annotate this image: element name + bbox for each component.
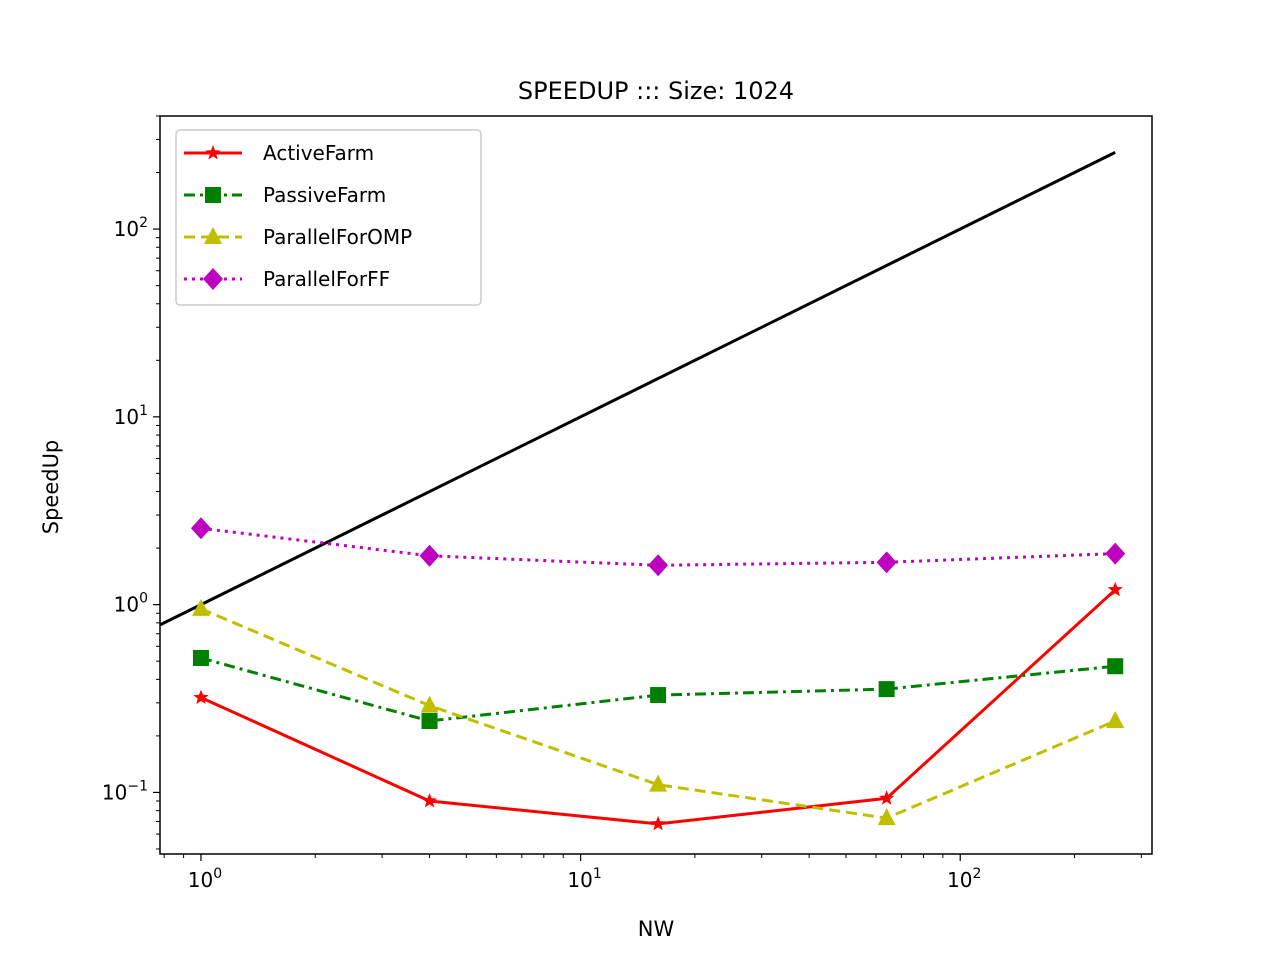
y-tick-label: 101 bbox=[114, 403, 148, 429]
data-point-activefarm bbox=[421, 793, 438, 808]
legend-marker bbox=[205, 187, 221, 203]
data-point-passivefarm bbox=[1107, 658, 1124, 675]
data-point-parallelforff bbox=[1105, 542, 1126, 565]
data-point-parallelforomp bbox=[1106, 711, 1125, 729]
legend-label: ParallelForFF bbox=[263, 267, 390, 291]
data-point-parallelforomp bbox=[649, 774, 668, 792]
data-point-parallelforomp bbox=[420, 695, 439, 713]
data-point-activefarm bbox=[879, 790, 895, 805]
plot-frame bbox=[159, 115, 1153, 855]
legend-marker bbox=[203, 268, 223, 290]
data-point-parallelforff bbox=[648, 554, 669, 577]
y-tick-label: 102 bbox=[114, 215, 148, 241]
y-tick-label: 100 bbox=[114, 591, 148, 617]
legend-marker bbox=[205, 145, 221, 160]
data-point-parallelforff bbox=[190, 517, 211, 540]
data-markers bbox=[190, 517, 1126, 831]
series-line-parallelforomp bbox=[200, 607, 1116, 820]
legend-label: PassiveFarm bbox=[263, 183, 386, 207]
x-tick-label: 102 bbox=[947, 866, 981, 892]
x-tick-label: 100 bbox=[188, 866, 222, 892]
data-point-parallelforff bbox=[876, 551, 897, 574]
data-point-parallelforomp bbox=[877, 808, 896, 826]
data-point-passivefarm bbox=[650, 687, 667, 704]
legend-box bbox=[175, 129, 482, 306]
data-point-activefarm bbox=[193, 689, 209, 704]
ideal-speedup-line bbox=[159, 151, 1116, 627]
data-point-passivefarm bbox=[192, 649, 209, 666]
data-point-activefarm bbox=[650, 815, 666, 831]
data-point-passivefarm bbox=[421, 713, 438, 730]
series-line-passivefarm bbox=[200, 656, 1116, 723]
y-tick-label: 10−1 bbox=[102, 778, 148, 804]
legend-label: ActiveFarm bbox=[263, 141, 374, 165]
data-point-activefarm bbox=[1107, 581, 1123, 597]
legend-marker bbox=[204, 227, 222, 244]
y-axis-label: SpeedUp bbox=[39, 440, 63, 535]
data-point-passivefarm bbox=[878, 681, 895, 698]
chart-title: SPEEDUP ::: Size: 1024 bbox=[518, 77, 794, 105]
legend: ActiveFarm PassiveFarm ParallelForOMP Paral… bbox=[175, 129, 482, 306]
data-point-parallelforomp bbox=[191, 598, 210, 616]
axis-ticks: 100 101 102 10−1 100 101 102 bbox=[102, 115, 1142, 892]
legend-label: ParallelForOMP bbox=[263, 225, 412, 249]
data-point-parallelforff bbox=[419, 544, 440, 567]
x-tick-label: 101 bbox=[567, 866, 601, 892]
x-axis-label: NW bbox=[638, 917, 675, 941]
